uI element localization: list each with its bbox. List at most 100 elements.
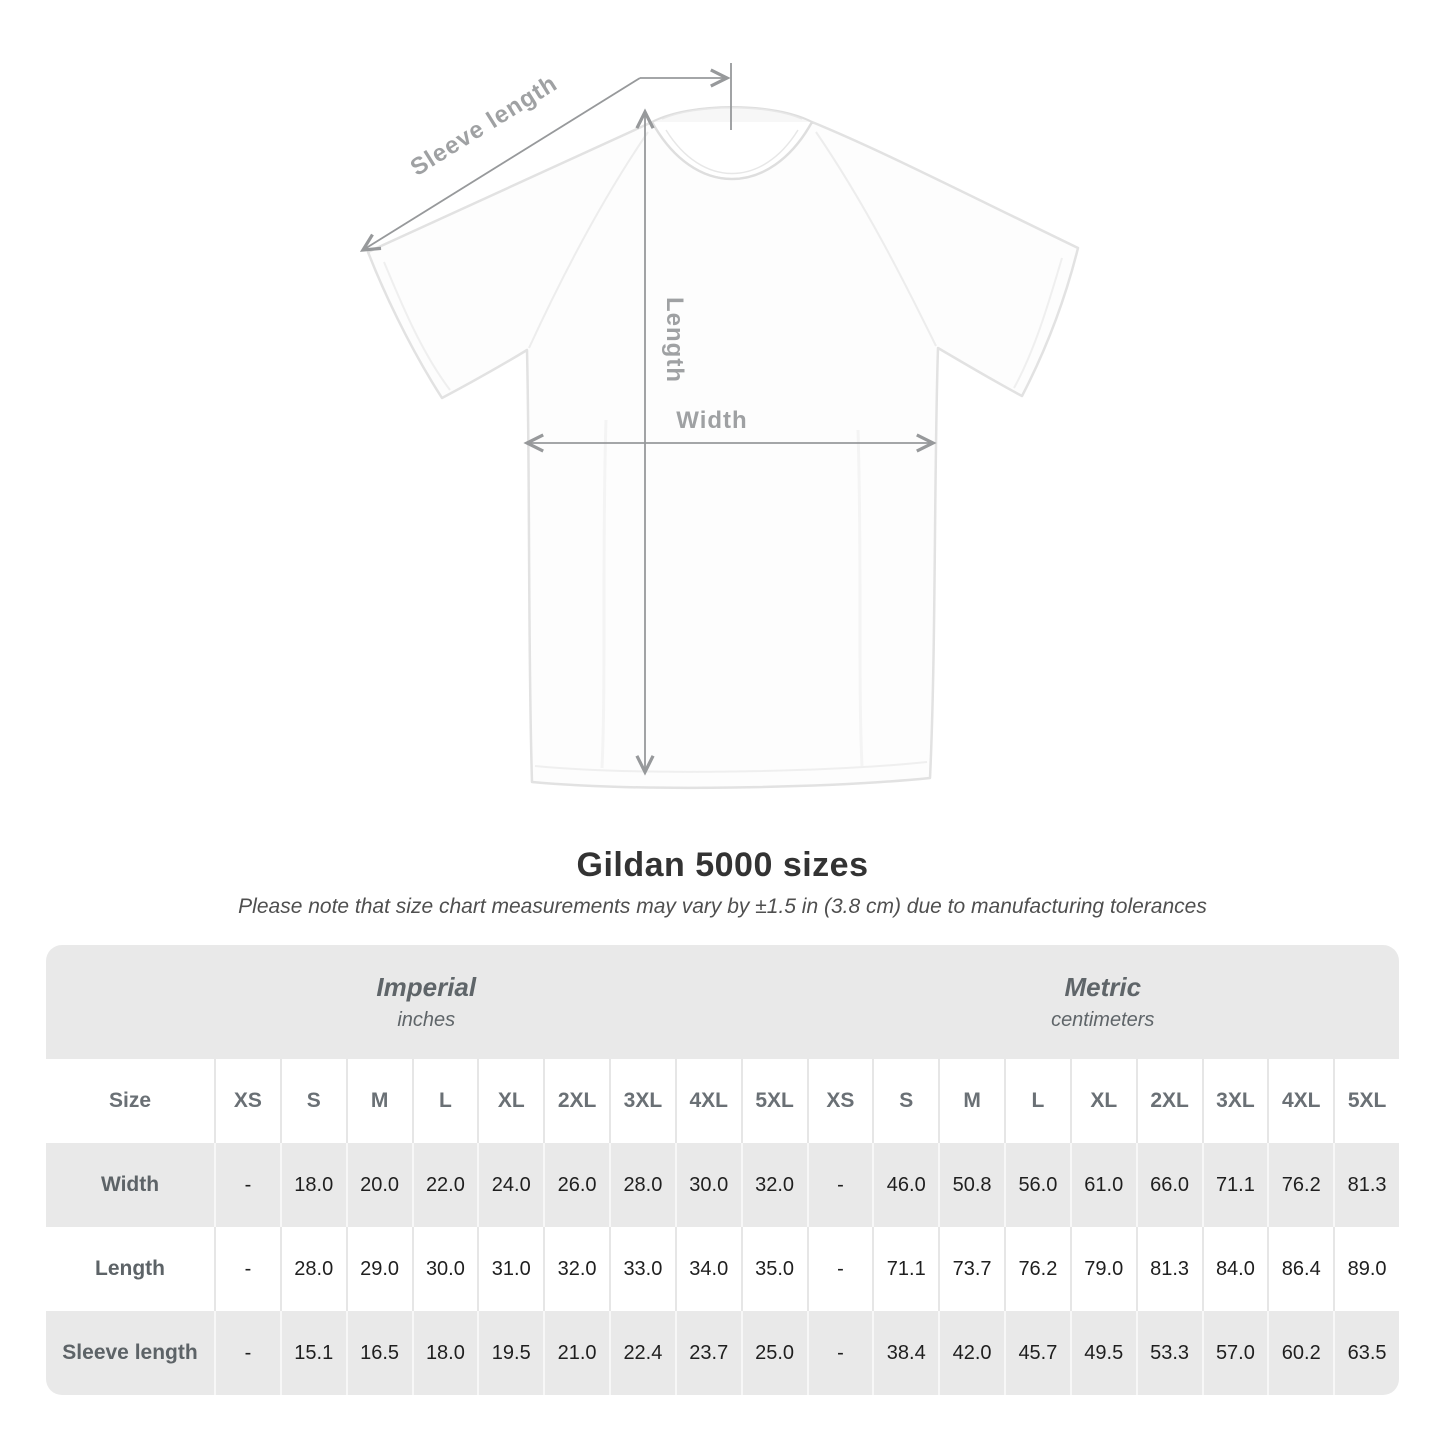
size-header-row-cell: 4XL [674, 1059, 741, 1143]
row-length-cell: 71.1 [872, 1227, 938, 1311]
row-sleeve-length-cell: 19.5 [477, 1311, 543, 1395]
row-sleeve-length-cell: 25.0 [740, 1311, 807, 1395]
size-header-row-cell: L [1004, 1059, 1070, 1143]
row-width: Width -18.0 20.0 22.0 24.0 26.0 28.0 30.0 32.0-4… [46, 1143, 1399, 1227]
row-length-cell: - [214, 1227, 280, 1311]
size-header-row-cell: XS [806, 1059, 873, 1143]
row-width-cell: 71.1 [1201, 1143, 1268, 1227]
row-sleeve-length-cell: 60.2 [1267, 1311, 1333, 1395]
row-length-cell: 29.0 [345, 1227, 412, 1311]
size-header-row-cell: M [345, 1059, 412, 1143]
row-width-label: Width [100, 1173, 160, 1196]
row-width-cell: 76.2 [1267, 1143, 1333, 1227]
unit-band: Imperial inches Metric centimeters [46, 945, 1399, 1059]
metric-group-header: Metric centimeters [807, 945, 1400, 1059]
row-width-cell: 46.0 [872, 1143, 938, 1227]
row-width-cell: 30.0 [674, 1143, 741, 1227]
size-header-row-cell: XS [214, 1059, 280, 1143]
row-sleeve-length-cell: 38.4 [872, 1311, 938, 1395]
row-width-cell: 66.0 [1135, 1143, 1202, 1227]
row-length: Length -28.0 29.0 30.0 31.0 32.0 33.0 34.0 35.0-… [46, 1227, 1399, 1311]
row-length-cell: 79.0 [1069, 1227, 1136, 1311]
size-header-row-cell: 2XL [1135, 1059, 1202, 1143]
tshirt-diagram-svg: Sleeve length Length Width [359, 63, 1080, 790]
imperial-label: Imperial [376, 972, 477, 1002]
row-length-cell: 84.0 [1201, 1227, 1268, 1311]
row-length-cell: 73.7 [938, 1227, 1004, 1311]
row-sleeve-length-cell: 15.1 [279, 1311, 346, 1395]
size-header-row-cell: 4XL [1267, 1059, 1333, 1143]
metric-label: Metric [1064, 972, 1142, 1002]
size-header-row-cell: S [279, 1059, 346, 1143]
size-header-row: Size XS S M L XL 2XL 3XL 4XL 5XL XS S M L XL 2XL 3XL 4XL 5… [46, 1059, 1399, 1143]
row-width-cell: 26.0 [543, 1143, 609, 1227]
size-header-row-cell: M [938, 1059, 1004, 1143]
row-width-cell: 32.0 [740, 1143, 807, 1227]
size-header-row-cell: 3XL [1201, 1059, 1268, 1143]
row-sleeve-length: Sleeve length -15.1 16.5 18.0 19.5 21.0 22.4 23… [46, 1311, 1399, 1395]
row-sleeve-length-cell: - [806, 1311, 873, 1395]
imperial-group-header: Imperial inches [46, 945, 807, 1059]
row-width-cell: - [806, 1143, 873, 1227]
row-length-cell: - [806, 1227, 873, 1311]
size-header-row-cell: XL [1069, 1059, 1136, 1143]
imperial-unit-label: inches [397, 1009, 456, 1031]
row-length-cell: 33.0 [609, 1227, 675, 1311]
sleeve-length-label: Sleeve length [406, 70, 563, 182]
size-header-row-cell: 5XL [740, 1059, 807, 1143]
row-sleeve-length-cell: 49.5 [1069, 1311, 1136, 1395]
row-width-cell: 22.0 [411, 1143, 478, 1227]
measurement-annotations [359, 63, 937, 776]
row-length-cell: 32.0 [543, 1227, 609, 1311]
row-length-cell: 81.3 [1135, 1227, 1202, 1311]
tolerance-note: Please note that size chart measurements… [238, 895, 1207, 918]
row-sleeve-length-cell: 22.4 [609, 1311, 675, 1395]
tshirt-diagram: Sleeve length Length Width [359, 63, 1080, 790]
sleeve-length-arrow [359, 77, 641, 252]
row-sleeve-length-cell: 63.5 [1333, 1311, 1399, 1395]
row-width-cell: 56.0 [1004, 1143, 1070, 1227]
length-label: Length [661, 297, 688, 383]
row-sleeve-length-cell: - [214, 1311, 280, 1395]
width-label: Width [676, 407, 747, 434]
row-sleeve-length-cell: 23.7 [674, 1311, 741, 1395]
row-length-cell: 31.0 [477, 1227, 543, 1311]
row-length-label: Length [95, 1257, 165, 1280]
row-sleeve-length-label: Sleeve length [62, 1341, 198, 1364]
size-header-row-cell: 2XL [543, 1059, 609, 1143]
row-sleeve-length-cell: 45.7 [1004, 1311, 1070, 1395]
row-width-cell: 81.3 [1333, 1143, 1399, 1227]
row-length-cell: 86.4 [1267, 1227, 1333, 1311]
size-header-row-cell: S [872, 1059, 938, 1143]
row-length-cell: 28.0 [279, 1227, 346, 1311]
row-width-cell: 61.0 [1069, 1143, 1136, 1227]
row-width-cell: 50.8 [938, 1143, 1004, 1227]
row-sleeve-length-cell: 18.0 [411, 1311, 478, 1395]
size-header-row-cell: 5XL [1333, 1059, 1399, 1143]
row-width-cell: 28.0 [609, 1143, 675, 1227]
page-title: Gildan 5000 sizes [576, 846, 869, 884]
row-width-cell: - [214, 1143, 280, 1227]
row-sleeve-length-cell: 53.3 [1135, 1311, 1202, 1395]
size-header-row-label: Size [108, 1089, 152, 1112]
size-grid: Size XS S M L XL 2XL 3XL 4XL 5XL XS S M L XL 2XL 3XL 4XL 5… [46, 1059, 1399, 1395]
size-table: Imperial inches Metric centimeters Size X… [46, 945, 1399, 1395]
row-width-cell: 24.0 [477, 1143, 543, 1227]
size-header-row-cell: L [411, 1059, 478, 1143]
row-length-cell: 76.2 [1004, 1227, 1070, 1311]
row-length-cell: 30.0 [411, 1227, 478, 1311]
row-sleeve-length-cell: 57.0 [1201, 1311, 1268, 1395]
row-width-cell: 20.0 [345, 1143, 412, 1227]
metric-unit-label: centimeters [1051, 1009, 1155, 1031]
tshirt-graphic [366, 106, 1080, 790]
row-sleeve-length-cell: 21.0 [543, 1311, 609, 1395]
size-header-row-cell: XL [477, 1059, 543, 1143]
row-length-cell: 34.0 [674, 1227, 741, 1311]
row-sleeve-length-cell: 42.0 [938, 1311, 1004, 1395]
row-length-cell: 89.0 [1333, 1227, 1399, 1311]
size-header-row-cell: 3XL [609, 1059, 675, 1143]
row-sleeve-length-cell: 16.5 [345, 1311, 412, 1395]
row-width-cell: 18.0 [279, 1143, 346, 1227]
row-length-cell: 35.0 [740, 1227, 807, 1311]
